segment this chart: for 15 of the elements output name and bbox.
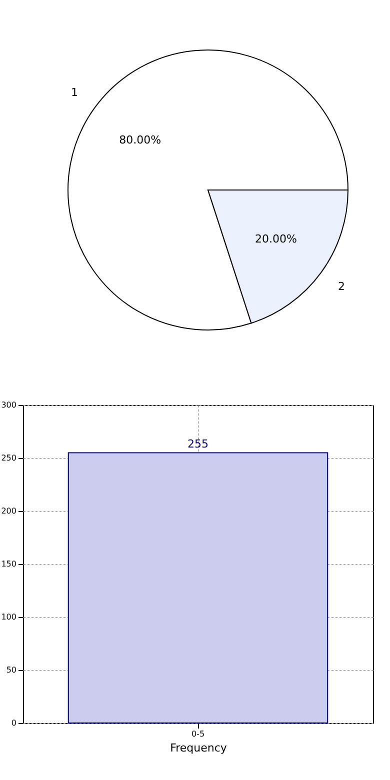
pie-slice bbox=[68, 50, 348, 330]
y-tick-label: 150 bbox=[1, 560, 16, 568]
y-tick-label: 0 bbox=[11, 718, 16, 728]
y-tick-label: 300 bbox=[1, 400, 16, 410]
y-tick-label: 50 bbox=[6, 666, 16, 674]
data-label: 80.00% bbox=[119, 134, 162, 147]
x-tick-label: 0-5 bbox=[191, 730, 205, 738]
slice-label: 1 bbox=[71, 86, 78, 100]
data-label: 20.00% bbox=[254, 232, 297, 246]
y-tick-label: 200 bbox=[1, 506, 16, 516]
y-tick-label: 250 bbox=[1, 454, 16, 462]
data-label: 255 bbox=[188, 438, 208, 451]
y-tick-label: 100 bbox=[1, 612, 16, 622]
slice-label: 2 bbox=[338, 280, 345, 293]
x-axis-title: Frequency bbox=[170, 742, 228, 754]
